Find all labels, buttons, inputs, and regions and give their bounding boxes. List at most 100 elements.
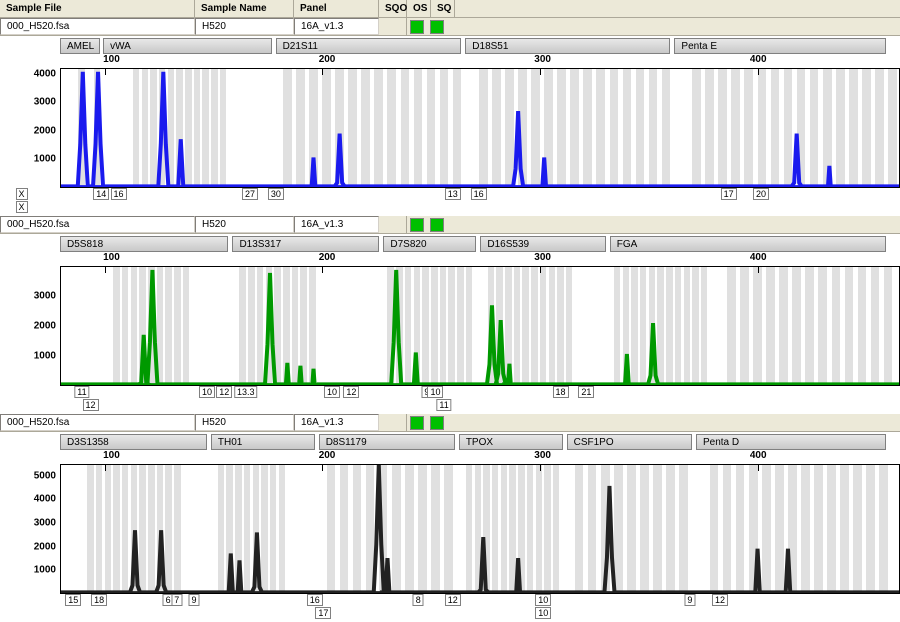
marker-labels-row: D5S818D13S317D7S820D16S539 FGA — [0, 234, 900, 252]
allele-call[interactable]: 13 — [445, 188, 461, 200]
marker-label[interactable]: TPOX — [459, 434, 563, 450]
allele-call[interactable]: 10 — [427, 386, 443, 398]
allele-call[interactable]: 18 — [553, 386, 569, 398]
y-tick-label: 3000 — [34, 518, 56, 529]
allele-call[interactable]: 9 — [189, 594, 200, 606]
marker-label[interactable]: D8S1179 — [319, 434, 455, 450]
x-tick-label: 100 — [103, 252, 120, 263]
sqo-cell — [379, 216, 407, 233]
allele-call[interactable]: 14 — [93, 188, 109, 200]
marker-label[interactable]: D5S818 — [60, 236, 228, 252]
x-tick-label: 200 — [319, 54, 336, 65]
marker-label[interactable]: D21S11 — [276, 38, 462, 54]
x-axis-row: 100200300400 — [0, 54, 900, 68]
marker-label[interactable]: D3S1358 — [60, 434, 207, 450]
electropherogram-chart[interactable]: 1000200030004000 — [0, 68, 900, 188]
x-axis-row: 100200300400 — [0, 252, 900, 266]
plot-area[interactable] — [60, 464, 900, 594]
plot-area[interactable] — [60, 68, 900, 188]
allele-call[interactable]: 13.3 — [234, 386, 258, 398]
trace-line — [61, 69, 899, 187]
trace-line — [61, 267, 899, 385]
x-tick-label: 200 — [319, 252, 336, 263]
allele-call[interactable]: 12 — [445, 594, 461, 606]
allele-call[interactable]: 17 — [721, 188, 737, 200]
marker-label[interactable]: Penta E — [674, 38, 886, 54]
allele-call[interactable]: 16 — [471, 188, 487, 200]
electropherogram-chart[interactable]: 10002000300040005000 — [0, 464, 900, 594]
allele-call[interactable]: 16 — [307, 594, 323, 606]
sample-file-cell[interactable]: 000_H520.fsa — [0, 18, 195, 35]
allele-call[interactable]: 16 — [111, 188, 127, 200]
allele-call[interactable]: 8 — [413, 594, 424, 606]
marker-label[interactable]: FGA — [610, 236, 886, 252]
allele-call[interactable]: 18 — [91, 594, 107, 606]
sample-info-row: 000_H520.fsaH52016A_v1.3 — [0, 414, 900, 432]
y-tick-label: 3000 — [34, 97, 56, 108]
x-tick-label: 300 — [534, 252, 551, 263]
trace-line — [61, 465, 899, 593]
y-axis: 10002000300040005000 — [0, 464, 60, 594]
marker-label[interactable]: D13S317 — [232, 236, 379, 252]
x-axis-row: 100200300400 — [0, 450, 900, 464]
panels-container: 000_H520.fsaH52016A_v1.3AMELvWAD21S11D18… — [0, 18, 900, 622]
allele-call[interactable]: 10 — [535, 607, 551, 619]
allele-call[interactable]: 20 — [753, 188, 769, 200]
y-tick-label: 3000 — [34, 291, 56, 302]
allele-call[interactable]: 10 — [199, 386, 215, 398]
allele-call[interactable]: X — [16, 201, 28, 213]
y-tick-label: 2000 — [34, 321, 56, 332]
allele-call-row: 151867916178121010912 — [0, 594, 900, 622]
col-sq: SQ — [431, 0, 455, 17]
marker-label[interactable]: D18S51 — [465, 38, 670, 54]
plot-area[interactable] — [60, 266, 900, 386]
col-sqo: SQO — [379, 0, 407, 17]
sample-name-cell[interactable]: H520 — [195, 414, 294, 431]
quality-indicator — [410, 20, 424, 34]
marker-label[interactable]: CSF1PO — [567, 434, 692, 450]
y-axis: 1000200030004000 — [0, 68, 60, 188]
allele-call[interactable]: 15 — [65, 594, 81, 606]
x-tick-label: 400 — [750, 54, 767, 65]
allele-call[interactable]: 12 — [712, 594, 728, 606]
allele-call[interactable]: 9 — [684, 594, 695, 606]
allele-call[interactable]: 11 — [436, 399, 451, 411]
marker-label[interactable]: Penta D — [696, 434, 886, 450]
sample-name-cell[interactable]: H520 — [195, 18, 294, 35]
sample-name-cell[interactable]: H520 — [195, 216, 294, 233]
allele-call[interactable]: 27 — [242, 188, 258, 200]
allele-call[interactable]: 12 — [216, 386, 232, 398]
marker-label[interactable]: D7S820 — [383, 236, 476, 252]
marker-label[interactable]: TH01 — [211, 434, 315, 450]
panel-cell[interactable]: 16A_v1.3 — [294, 414, 379, 431]
sample-info-row: 000_H520.fsaH52016A_v1.3 — [0, 216, 900, 234]
allele-call[interactable]: 12 — [343, 386, 359, 398]
allele-call[interactable]: 21 — [578, 386, 594, 398]
panel-cell[interactable]: 16A_v1.3 — [294, 216, 379, 233]
marker-label[interactable]: D16S539 — [480, 236, 605, 252]
allele-call[interactable]: 17 — [315, 607, 331, 619]
col-sample-name: Sample Name — [195, 0, 294, 17]
sample-info-row: 000_H520.fsaH52016A_v1.3 — [0, 18, 900, 36]
allele-call[interactable]: 11 — [74, 386, 89, 398]
marker-label[interactable]: AMEL — [60, 38, 100, 54]
sample-file-cell[interactable]: 000_H520.fsa — [0, 216, 195, 233]
y-axis: 100020003000 — [0, 266, 60, 386]
marker-labels-row: AMELvWA D21S11D18S51Penta E — [0, 36, 900, 54]
allele-call[interactable]: 10 — [535, 594, 551, 606]
x-tick-label: 300 — [534, 450, 551, 461]
marker-label[interactable]: vWA — [103, 38, 271, 54]
sqo-cell — [379, 18, 407, 35]
allele-call[interactable]: 30 — [268, 188, 284, 200]
sample-file-cell[interactable]: 000_H520.fsa — [0, 414, 195, 431]
y-tick-label: 1000 — [34, 565, 56, 576]
allele-call[interactable]: 7 — [171, 594, 182, 606]
electropherogram-chart[interactable]: 100020003000 — [0, 266, 900, 386]
allele-call[interactable]: 12 — [83, 399, 99, 411]
allele-call[interactable]: 10 — [324, 386, 340, 398]
x-tick-label: 100 — [103, 450, 120, 461]
panel-cell[interactable]: 16A_v1.3 — [294, 18, 379, 35]
allele-call[interactable]: X — [16, 188, 28, 200]
quality-indicator — [410, 416, 424, 430]
marker-labels-row: D3S1358TH01D8S1179TPOXCSF1POPenta D — [0, 432, 900, 450]
